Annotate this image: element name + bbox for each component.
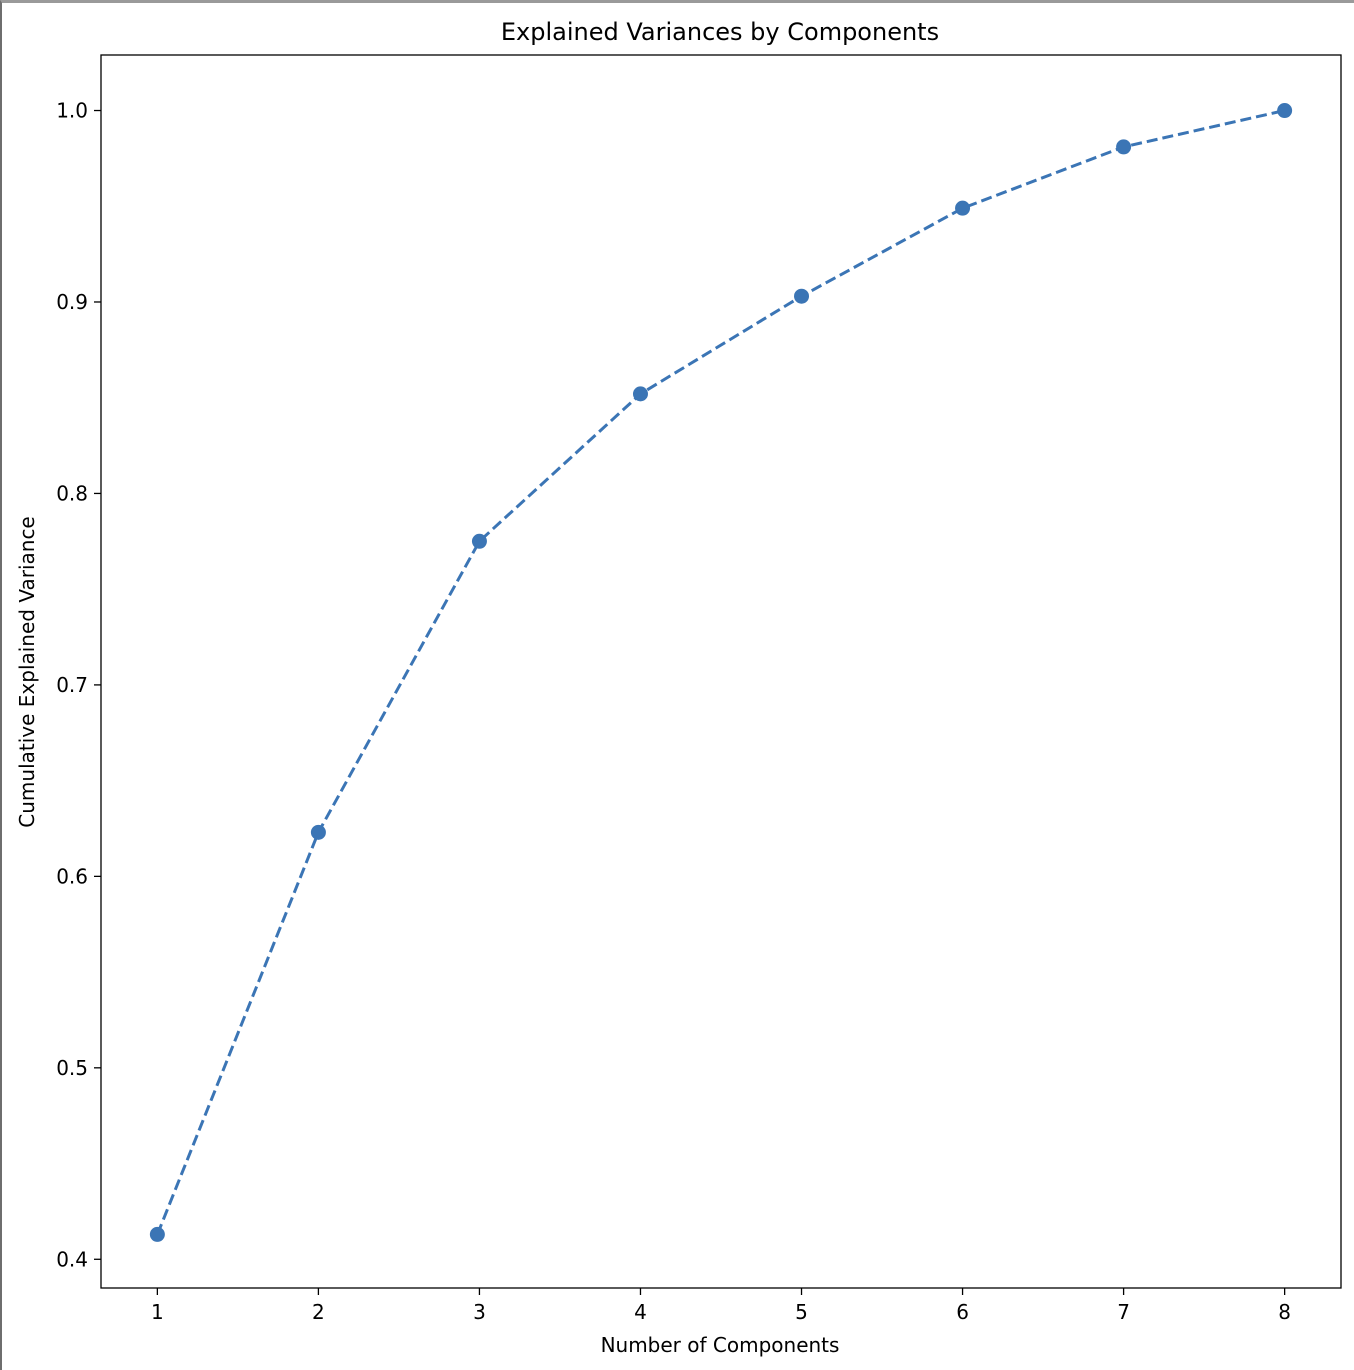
y-tick-label: 0.9 [56, 290, 88, 314]
chart-title: Explained Variances by Components [501, 18, 939, 46]
y-tick-label: 0.7 [56, 673, 88, 697]
x-tick-label: 4 [634, 1300, 647, 1324]
y-axis: 0.4 0.5 0.6 0.7 0.8 0.9 1.0 [56, 99, 101, 1271]
series-points [149, 103, 1293, 1242]
data-point [1277, 103, 1293, 119]
y-tick-label: 0.5 [56, 1056, 88, 1080]
x-tick-label: 2 [312, 1300, 325, 1324]
x-tick-label: 3 [473, 1300, 486, 1324]
x-axis: 1 2 3 4 5 6 7 8 [151, 1288, 1291, 1324]
x-axis-label: Number of Components [601, 1333, 840, 1357]
data-point [632, 386, 648, 402]
data-point [471, 533, 487, 549]
plot-area [100, 54, 1342, 1289]
x-tick-label: 7 [1117, 1300, 1130, 1324]
data-point [149, 1226, 165, 1242]
x-tick-label: 6 [956, 1300, 969, 1324]
y-tick-label: 1.0 [56, 99, 88, 123]
data-point [310, 824, 326, 840]
x-tick-label: 1 [151, 1300, 164, 1324]
x-tick-label: 5 [795, 1300, 808, 1324]
series-line [156, 109, 1285, 1235]
y-tick-label: 0.6 [56, 864, 88, 888]
y-tick-label: 0.8 [56, 481, 88, 505]
data-point [1116, 139, 1132, 155]
data-point [794, 288, 810, 304]
data-point [955, 200, 971, 216]
y-axis-label: Cumulative Explained Variance [15, 516, 39, 827]
x-tick-label: 8 [1278, 1300, 1291, 1324]
y-tick-label: 0.4 [56, 1247, 88, 1271]
